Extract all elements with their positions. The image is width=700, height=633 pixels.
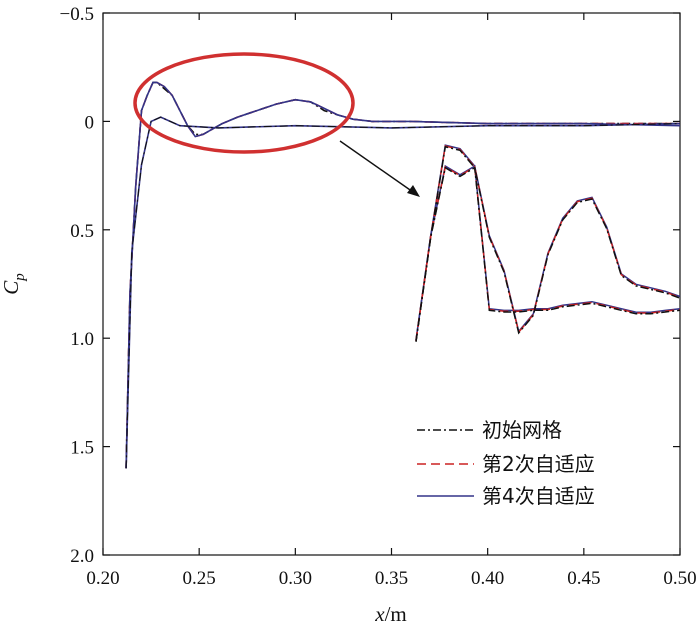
y-axis-title: Cp: [0, 273, 28, 295]
x-tick-label: 0.40: [471, 568, 504, 589]
series-line-2: [125, 81, 680, 469]
x-tick-label: 0.25: [183, 568, 216, 589]
y-tick-label: 1.0: [70, 329, 94, 350]
y-axis-ticks: −0.5 0 0.5 1.0 1.5 2.0: [60, 4, 680, 567]
legend-label-4th: 第4次自适应: [482, 484, 595, 508]
series-line-3: [125, 81, 681, 469]
y-tick-label: −0.5: [60, 4, 94, 25]
callout-arrowhead: [407, 185, 420, 197]
x-tick-label: 0.45: [567, 568, 600, 589]
legend-label-2nd: 第2次自适应: [482, 452, 595, 476]
y-tick-label: 2.0: [70, 546, 94, 567]
lower-surface-line: [125, 116, 681, 469]
x-tick-label: 0.20: [86, 568, 119, 589]
inset-upper-line-3: [415, 145, 681, 342]
x-tick-label: 0.30: [279, 568, 312, 589]
y-tick-label: 0: [85, 112, 95, 133]
legend-label-initial: 初始网格: [482, 418, 562, 442]
callout-arrow: [339, 140, 414, 193]
x-tick-label: 0.35: [375, 568, 408, 589]
x-tick-label: 0.50: [663, 568, 696, 589]
y-tick-label: 1.5: [70, 438, 94, 459]
lower-surface-group: [125, 116, 681, 469]
x-axis-title: x/m: [374, 602, 407, 626]
inset-lower-line-2: [415, 165, 681, 341]
zoom-inset: [415, 144, 681, 342]
inset-lower-line-3: [415, 166, 681, 342]
x-axis-ticks: 0.20 0.25 0.30 0.35 0.40 0.45 0.50: [86, 13, 697, 589]
legend: 初始网格 第2次自适应 第4次自适应: [417, 418, 595, 508]
lower-surface-line-initial: [125, 116, 681, 469]
inset-lower-line-1: [415, 164, 681, 341]
series-line-1: [125, 81, 680, 469]
highlight-ellipse: [133, 52, 355, 154]
y-tick-label: 0.5: [70, 221, 94, 242]
main-series-group: [125, 81, 681, 469]
